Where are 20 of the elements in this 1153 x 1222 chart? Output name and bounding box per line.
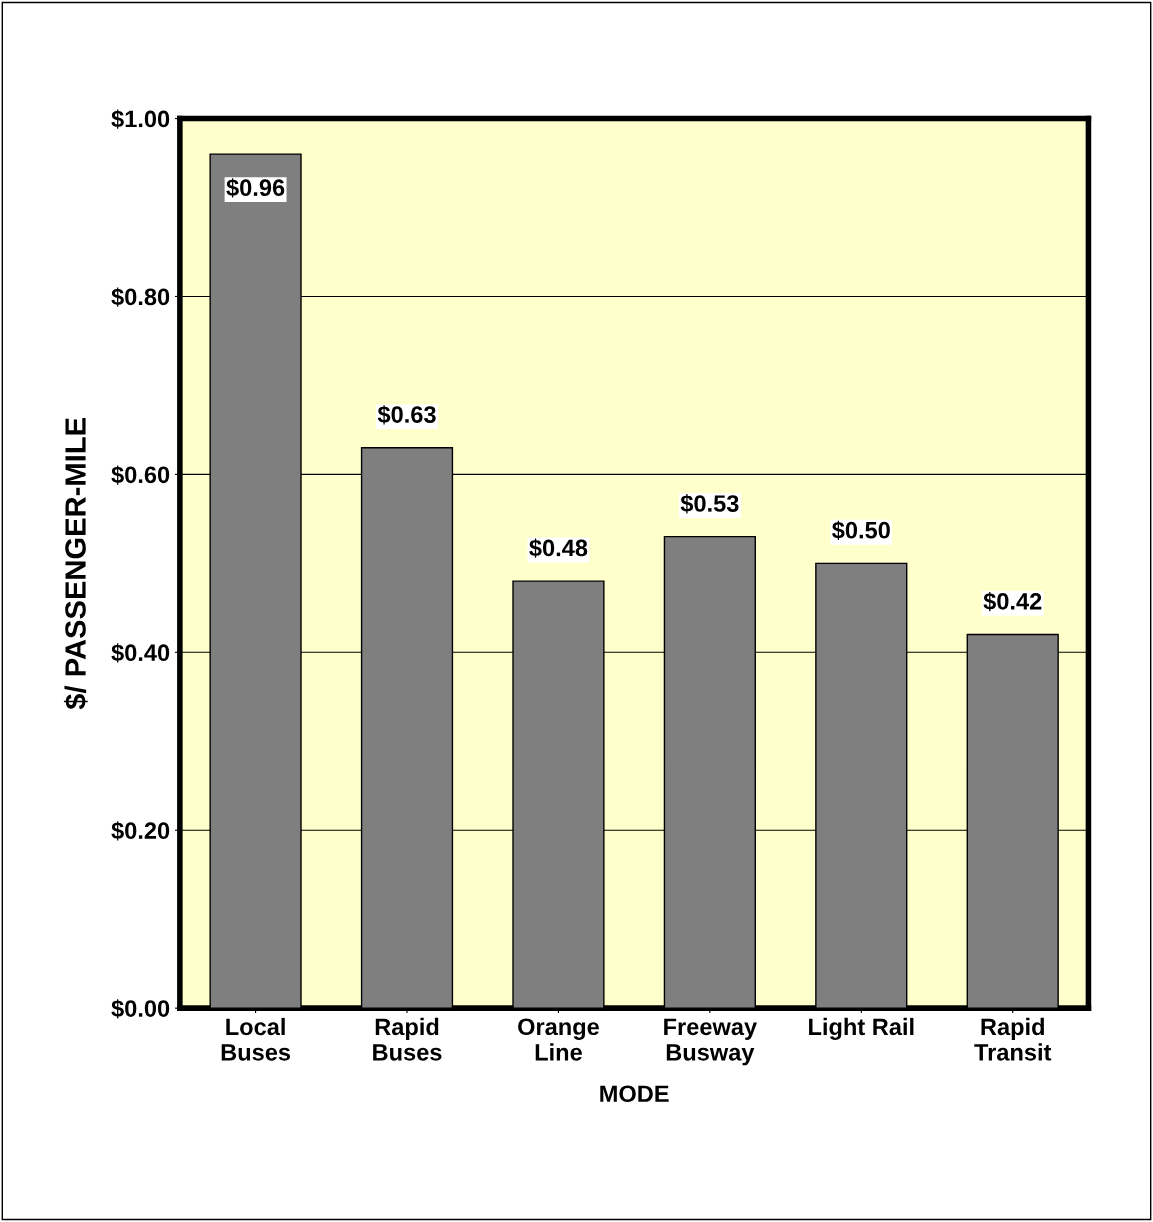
data-label: $0.53 (680, 494, 739, 514)
x-tick-label: Local Buses (221, 1017, 291, 1061)
x-tick-label: Light Rail (809, 1017, 914, 1040)
data-label: $0.48 (529, 538, 588, 558)
x-tick-label: Orange Line (518, 1018, 599, 1061)
data-label: $0.63 (377, 405, 436, 425)
data-label: $0.50 (832, 520, 890, 541)
y-tick-label: $0.60 (111, 465, 170, 485)
x-tick-label: Freeway Busway (664, 1018, 757, 1066)
data-label: $0.42 (983, 591, 1042, 612)
data-label: $0.96 (226, 178, 285, 198)
y-tick-label: $1.00 (111, 109, 170, 129)
y-tick-label: $0.40 (111, 643, 170, 663)
y-tick-label: $0.80 (111, 287, 170, 307)
y-axis-title: $/ PASSENGER-MILE (63, 418, 88, 710)
y-tick-label: $0.00 (111, 999, 170, 1019)
x-tick-label: Rapid Buses (373, 1017, 442, 1061)
y-tick-label: $0.20 (111, 821, 170, 841)
x-tick-label: Rapid Transit (974, 1017, 1052, 1061)
x-axis-title: MODE (600, 1085, 669, 1103)
